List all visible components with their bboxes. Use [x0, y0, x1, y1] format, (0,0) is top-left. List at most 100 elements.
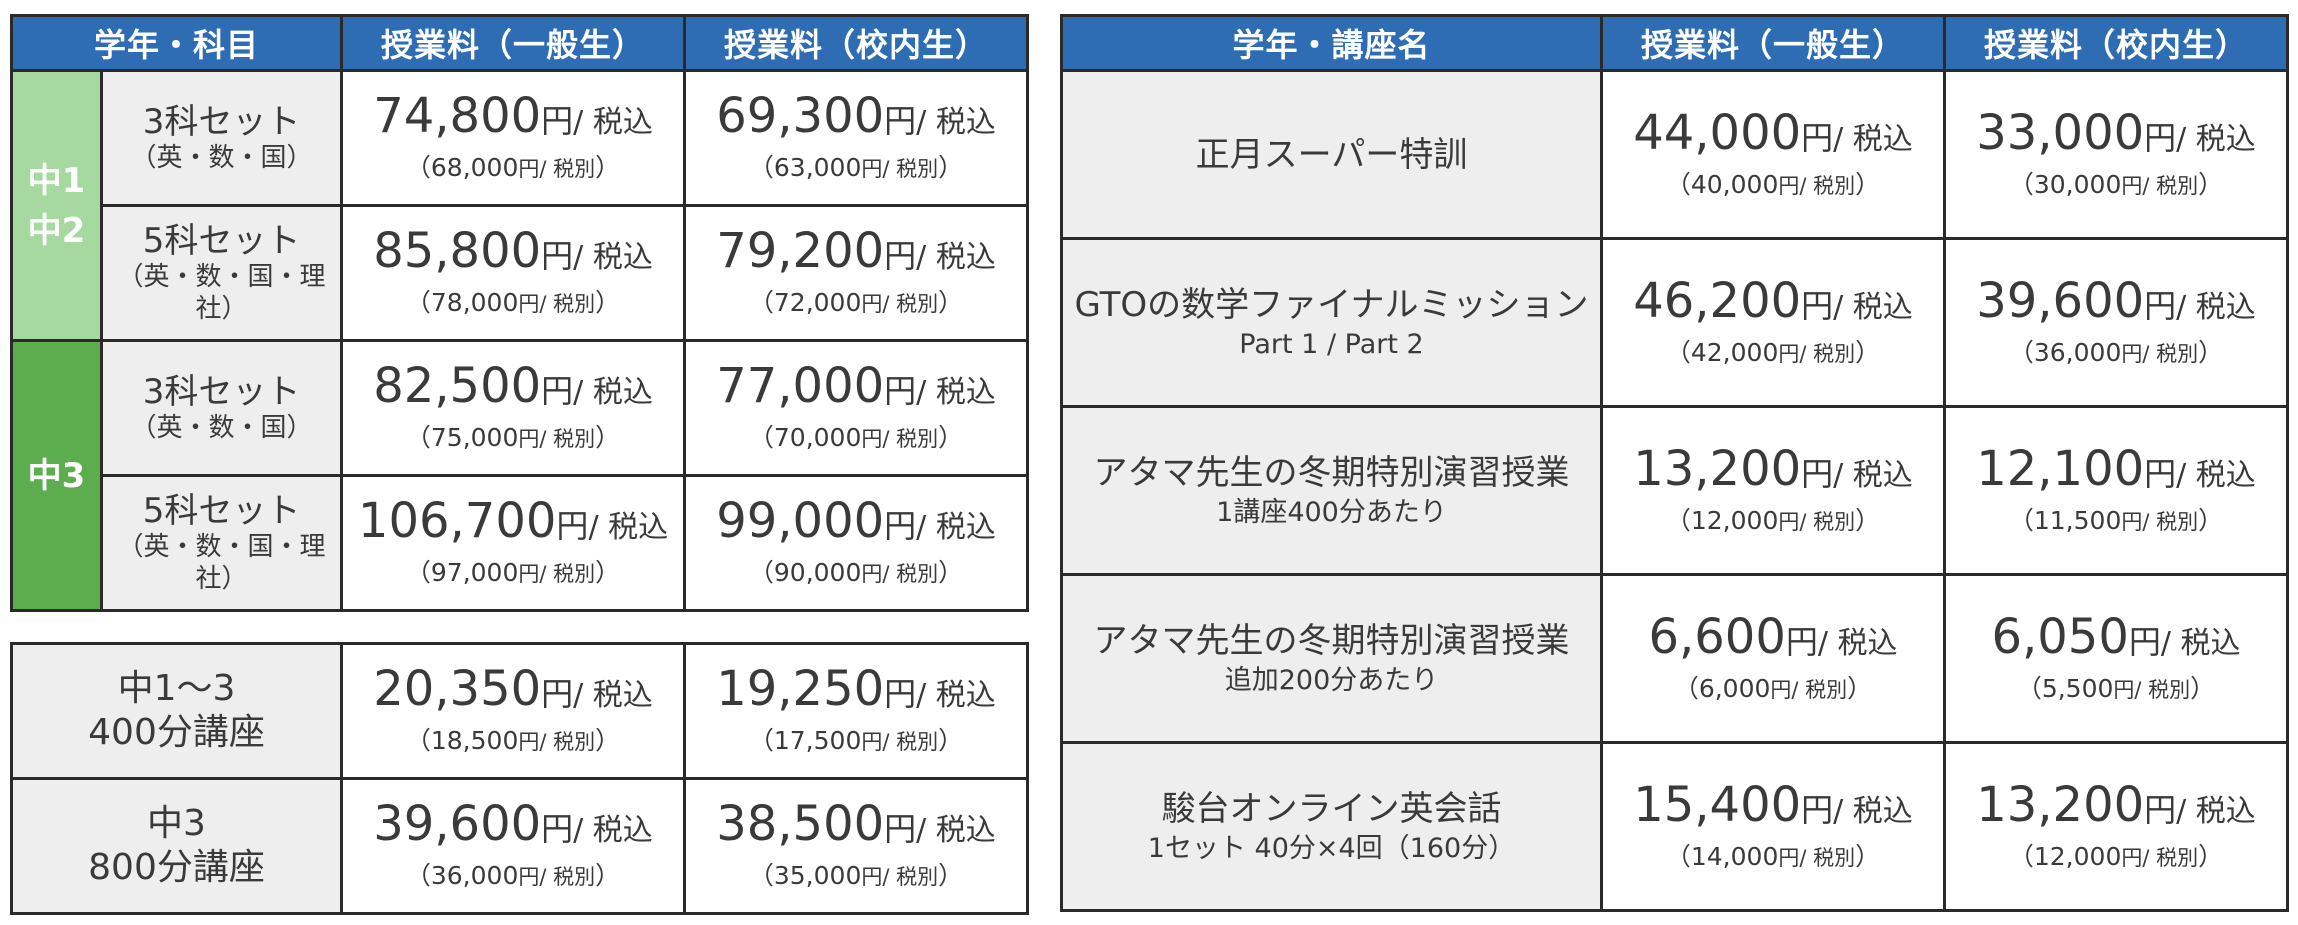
- paren-open: （: [405, 153, 431, 182]
- paren-open: （: [405, 861, 431, 890]
- paren-open: （: [748, 861, 774, 890]
- price-amount: 13,200: [1976, 776, 2145, 833]
- price-cell-internal: 39,600円/ 税込 （36,000円/ 税別）: [1943, 237, 2289, 408]
- grade-label: 中2: [27, 210, 86, 251]
- price-tax-label: / 税込: [1817, 625, 1898, 661]
- price-excl-tax-label: / 税別: [539, 292, 596, 316]
- price-tax-label: / 税込: [573, 105, 653, 140]
- paren-close: ）: [595, 153, 621, 182]
- price-excl-unit: 円: [2121, 341, 2143, 366]
- table-row: アタマ先生の冬期特別演習授業 1講座400分あたり 13,200円/ 税込 （1…: [1060, 405, 2289, 576]
- price-excl-amount: 12,000: [2033, 841, 2122, 871]
- price-excl-amount: 40,000: [1690, 169, 1779, 199]
- price-cell-internal: 69,300円/ 税込 （63,000円/ 税別）: [683, 69, 1030, 207]
- price-unit: 円: [1785, 622, 1818, 661]
- price-tax-excl: （35,000円/ 税別）: [686, 860, 1026, 893]
- paren-close: ）: [1855, 505, 1881, 535]
- course-title: GTOの数学ファイナルミッション: [1074, 284, 1589, 325]
- price-amount: 74,800: [373, 88, 542, 144]
- price-unit: 円: [884, 102, 917, 140]
- price-excl-tax-label: / 税別: [1799, 173, 1856, 198]
- price-unit: 円: [2144, 286, 2177, 325]
- price-excl-unit: 円: [861, 865, 883, 889]
- price-excl-amount: 36,000: [430, 861, 519, 890]
- price-cell-internal: 13,200円/ 税込 （12,000円/ 税別）: [1943, 741, 2289, 912]
- price-tax-excl: （70,000円/ 税別）: [686, 422, 1026, 455]
- junior-high-subject-fee-table: 学年・科目 授業料（一般生） 授業料（校内生） 中1 中2 3科セット （英・数…: [9, 14, 1030, 612]
- price-amount: 77,000: [716, 358, 885, 414]
- price-excl-unit: 円: [518, 292, 540, 316]
- price-tax-excl: （12,000円/ 税別）: [1946, 841, 2286, 874]
- price-excl-tax-label: / 税別: [882, 292, 939, 316]
- paren-close: ）: [938, 861, 964, 890]
- price-cell-general: 15,400円/ 税込 （14,000円/ 税別）: [1600, 741, 1946, 912]
- subject-detail: （英・数・国・理社）: [117, 532, 326, 594]
- price-cell-internal: 12,100円/ 税込 （11,500円/ 税別）: [1943, 405, 2289, 576]
- price-excl-tax-label: / 税別: [539, 427, 596, 451]
- course-title: アタマ先生の冬期特別演習授業: [1093, 620, 1570, 661]
- paren-close: ）: [938, 726, 964, 755]
- price-excl-unit: 円: [2121, 173, 2143, 198]
- price-tax-incl: 38,500円/ 税込: [686, 799, 1026, 860]
- price-excl-amount: 78,000: [430, 288, 519, 317]
- price-cell-general: 74,800円/ 税込 （68,000円/ 税別）: [340, 69, 687, 207]
- paren-close: ）: [595, 861, 621, 890]
- paren-close: ）: [2198, 505, 2224, 535]
- price-unit: 円: [541, 675, 574, 713]
- subject-detail: （英・数・国）: [130, 413, 313, 443]
- price-excl-amount: 17,500: [773, 726, 862, 755]
- price-tax-excl: （68,000円/ 税別）: [343, 152, 683, 185]
- price-tax-label: / 税込: [573, 375, 653, 410]
- price-tax-excl: （36,000円/ 税別）: [1946, 337, 2286, 370]
- price-tax-incl: 12,100円/ 税込: [1946, 444, 2286, 505]
- price-tax-incl: 33,000円/ 税込: [1946, 108, 2286, 169]
- price-cell-internal: 77,000円/ 税込 （70,000円/ 税別）: [683, 339, 1030, 477]
- paren-open: （: [748, 558, 774, 587]
- price-excl-amount: 6,000: [1698, 673, 1771, 703]
- course-title-cell: 正月スーパー特訓: [1060, 69, 1603, 240]
- table-row: 中3 800分講座 39,600円/ 税込 （36,000円/ 税別） 38,5…: [10, 777, 1029, 915]
- price-cell-general: 106,700円/ 税込 （97,000円/ 税別）: [340, 474, 687, 612]
- course-length-fee-table: 中1～3 400分講座 20,350円/ 税込 （18,500円/ 税別） 19…: [10, 642, 1029, 915]
- price-tax-incl: 20,350円/ 税込: [343, 664, 683, 725]
- price-tax-label: / 税込: [2176, 121, 2256, 157]
- grade-cell-1-2: 中1 中2: [10, 69, 103, 342]
- price-cell-general: 13,200円/ 税込 （12,000円/ 税別）: [1600, 405, 1946, 576]
- table-row: 正月スーパー特訓 44,000 円 / 税込 （40,000円/ 税別） 33,00…: [1060, 69, 2289, 240]
- price-tax-label: / 税込: [1833, 121, 1913, 157]
- paren-close: ）: [595, 726, 621, 755]
- price-excl-unit: 円: [518, 562, 540, 586]
- price-amount: 46,200: [1633, 272, 1802, 329]
- paren-open: （: [748, 423, 774, 452]
- price-unit: 円: [2144, 790, 2177, 829]
- price-tax-incl: 77,000円/ 税込: [686, 361, 1026, 422]
- price-cell-internal: 6,050円/ 税込 （5,500円/ 税別）: [1943, 573, 2289, 744]
- price-excl-unit: 円: [1778, 845, 1800, 870]
- price-tax-excl: （12,000円/ 税別）: [1603, 505, 1943, 538]
- price-unit: 円: [541, 237, 574, 275]
- price-excl-tax-label: / 税別: [1791, 677, 1848, 702]
- price-tax-incl: 6,600円/ 税込: [1603, 612, 1943, 673]
- paren-open: （: [2008, 841, 2034, 871]
- price-excl-tax-label: / 税別: [882, 427, 939, 451]
- price-cell-internal: 19,250円/ 税込 （17,500円/ 税別）: [683, 642, 1029, 780]
- price-excl-tax-label: / 税別: [2142, 845, 2199, 870]
- price-excl-amount: 42,000: [1690, 337, 1779, 367]
- price-tax-label: / 税込: [573, 240, 653, 275]
- price-unit: 円: [556, 507, 589, 545]
- paren-open: （: [1665, 841, 1691, 871]
- price-excl-unit: 円: [1778, 509, 1800, 534]
- price-cell-internal: 99,000円/ 税込 （90,000円/ 税別）: [683, 474, 1030, 612]
- paren-open: （: [405, 423, 431, 452]
- course-grade: 中1～3: [117, 668, 236, 709]
- price-excl-tax-label: / 税別: [2142, 341, 2199, 366]
- course-subtitle: 追加200分あたり: [1224, 664, 1439, 696]
- price-tax-excl: （40,000円/ 税別）: [1603, 169, 1943, 202]
- price-excl-tax-label: / 税別: [882, 562, 939, 586]
- price-amount: 44,000: [1633, 104, 1802, 161]
- price-unit: 円: [884, 810, 917, 848]
- paren-open: （: [1665, 337, 1691, 367]
- price-excl-unit: 円: [861, 292, 883, 316]
- price-tax-excl: （72,000円/ 税別）: [686, 287, 1026, 320]
- paren-close: ）: [595, 288, 621, 317]
